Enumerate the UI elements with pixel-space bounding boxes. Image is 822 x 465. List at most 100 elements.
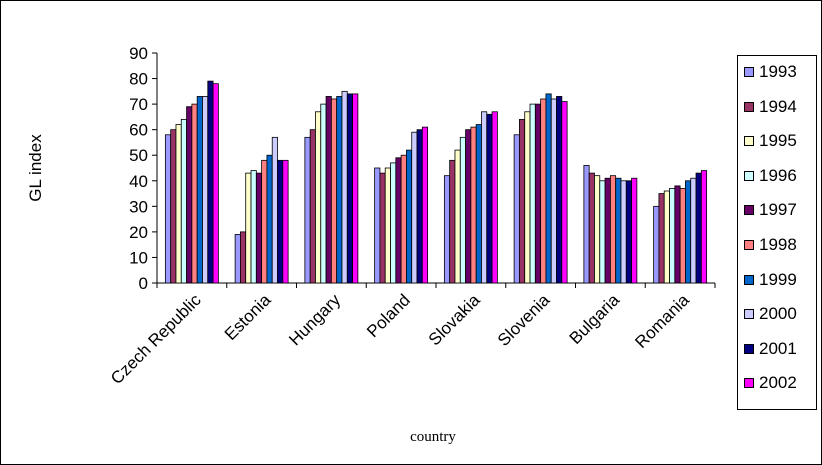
legend-label: 2002 <box>759 373 797 393</box>
x-tick-label: Hungary <box>285 290 344 349</box>
bar-1994-bulgaria <box>588 172 595 284</box>
legend-swatch <box>744 205 754 216</box>
bar-1998-czech-republic <box>191 103 198 284</box>
bar-2002-romania <box>700 170 708 284</box>
bar-1997-estonia <box>255 172 263 284</box>
bar-1994-hungary <box>309 129 316 284</box>
bar-1994-romania <box>658 193 665 284</box>
bar-2000-romania <box>690 177 697 284</box>
bar-1995-slovakia <box>454 149 461 284</box>
legend-item: 2002 <box>744 372 797 394</box>
bar-1999-poland <box>406 149 413 284</box>
bar-1998-bulgaria <box>609 175 617 284</box>
legend-label: 1996 <box>759 165 797 185</box>
bar-1998-hungary <box>330 98 338 284</box>
legend-item: 1993 <box>744 61 797 83</box>
bar-1999-estonia <box>266 154 273 284</box>
bar-2000-hungary <box>341 90 348 284</box>
bar-2000-bulgaria <box>620 180 627 284</box>
legend-label: 2000 <box>759 304 797 324</box>
bar-1996-hungary <box>320 103 327 284</box>
legend-swatch <box>744 274 754 285</box>
y-tick-label: 0 <box>139 274 148 293</box>
bar-2000-slovakia <box>481 111 488 284</box>
bar-1999-slovakia <box>475 124 482 284</box>
bar-2001-czech-republic <box>207 80 214 284</box>
bar-1995-hungary <box>315 111 322 284</box>
bar-1994-czech-republic <box>170 129 177 284</box>
bar-1996-poland <box>390 162 397 284</box>
legend-swatch <box>744 67 754 77</box>
bar-1995-poland <box>384 167 391 284</box>
bar-1999-slovenia <box>545 93 552 284</box>
bar-1993-hungary <box>304 136 311 284</box>
bar-1997-hungary <box>325 96 332 284</box>
bar-1995-romania <box>663 190 670 284</box>
bar-1996-slovenia <box>529 103 536 284</box>
legend-swatch <box>744 101 754 112</box>
bar-1995-estonia <box>245 172 252 284</box>
bar-2001-estonia <box>277 159 284 284</box>
x-axis-title: country <box>410 429 456 445</box>
bar-2002-estonia <box>282 159 289 284</box>
legend-swatch <box>744 309 754 320</box>
bar-2002-slovakia <box>491 111 498 284</box>
legend-item: 1996 <box>744 165 797 187</box>
bar-2000-czech-republic <box>202 96 209 284</box>
bar-1997-bulgaria <box>604 177 611 284</box>
x-tick-label: Bulgaria <box>566 290 624 348</box>
y-tick-label: 10 <box>129 248 148 267</box>
legend-swatch <box>744 240 754 250</box>
x-tick-label: Estonia <box>221 290 275 344</box>
bar-1996-estonia <box>250 170 257 284</box>
x-tick-label: Slovenia <box>494 290 554 350</box>
x-tick-label: Poland <box>363 290 414 341</box>
x-tick-label: Slovakia <box>425 290 484 349</box>
y-tick-label: 20 <box>129 223 148 242</box>
bar-1996-czech-republic <box>180 119 187 284</box>
bar-1994-slovenia <box>519 119 526 284</box>
bar-1995-czech-republic <box>175 124 182 284</box>
bar-1993-romania <box>653 205 660 284</box>
legend-item: 1997 <box>744 199 797 221</box>
bar-2001-bulgaria <box>625 180 632 284</box>
bar-1996-slovakia <box>459 136 466 284</box>
legend-label: 1997 <box>759 200 797 220</box>
bar-1997-slovakia <box>465 129 472 284</box>
legend-label: 1995 <box>759 131 797 151</box>
bar-1997-slovenia <box>534 103 542 284</box>
bar-1994-estonia <box>240 231 247 284</box>
bar-1993-bulgaria <box>583 165 590 284</box>
legend-label: 2001 <box>759 338 797 358</box>
x-tick-label: Romania <box>631 290 693 352</box>
bar-2002-slovenia <box>561 101 568 284</box>
legend-label: 1993 <box>759 62 797 81</box>
bar-2001-slovakia <box>486 113 493 284</box>
bar-1998-poland <box>400 154 407 284</box>
legend-item: 1995 <box>744 130 797 152</box>
bar-1994-slovakia <box>449 159 456 284</box>
bar-1993-estonia <box>234 234 241 284</box>
x-tick-label: Czech Republic <box>107 290 205 388</box>
bar-1997-czech-republic <box>186 106 193 284</box>
bar-2001-slovenia <box>556 96 563 284</box>
bar-1998-estonia <box>261 159 268 284</box>
bar-1993-slovakia <box>443 175 451 284</box>
y-tick-label: 80 <box>129 70 148 89</box>
bar-2000-slovenia <box>550 98 557 284</box>
legend: 1993 1994 1995 1996 1997 1998 1999 2000 2001 2002 <box>737 55 817 410</box>
bar-2002-poland <box>421 126 429 284</box>
bar-2001-poland <box>416 129 423 284</box>
bar-1994-poland <box>379 172 386 284</box>
bar-1993-czech-republic <box>164 134 172 284</box>
bar-2001-romania <box>695 172 702 284</box>
y-tick-label: 50 <box>129 146 148 165</box>
legend-item: 2000 <box>744 303 797 325</box>
bar-1998-slovenia <box>540 98 547 284</box>
y-tick-label: 70 <box>129 95 148 114</box>
bar-2002-bulgaria <box>631 177 638 284</box>
bar-1996-bulgaria <box>599 180 606 284</box>
y-tick-label: 90 <box>129 44 148 63</box>
